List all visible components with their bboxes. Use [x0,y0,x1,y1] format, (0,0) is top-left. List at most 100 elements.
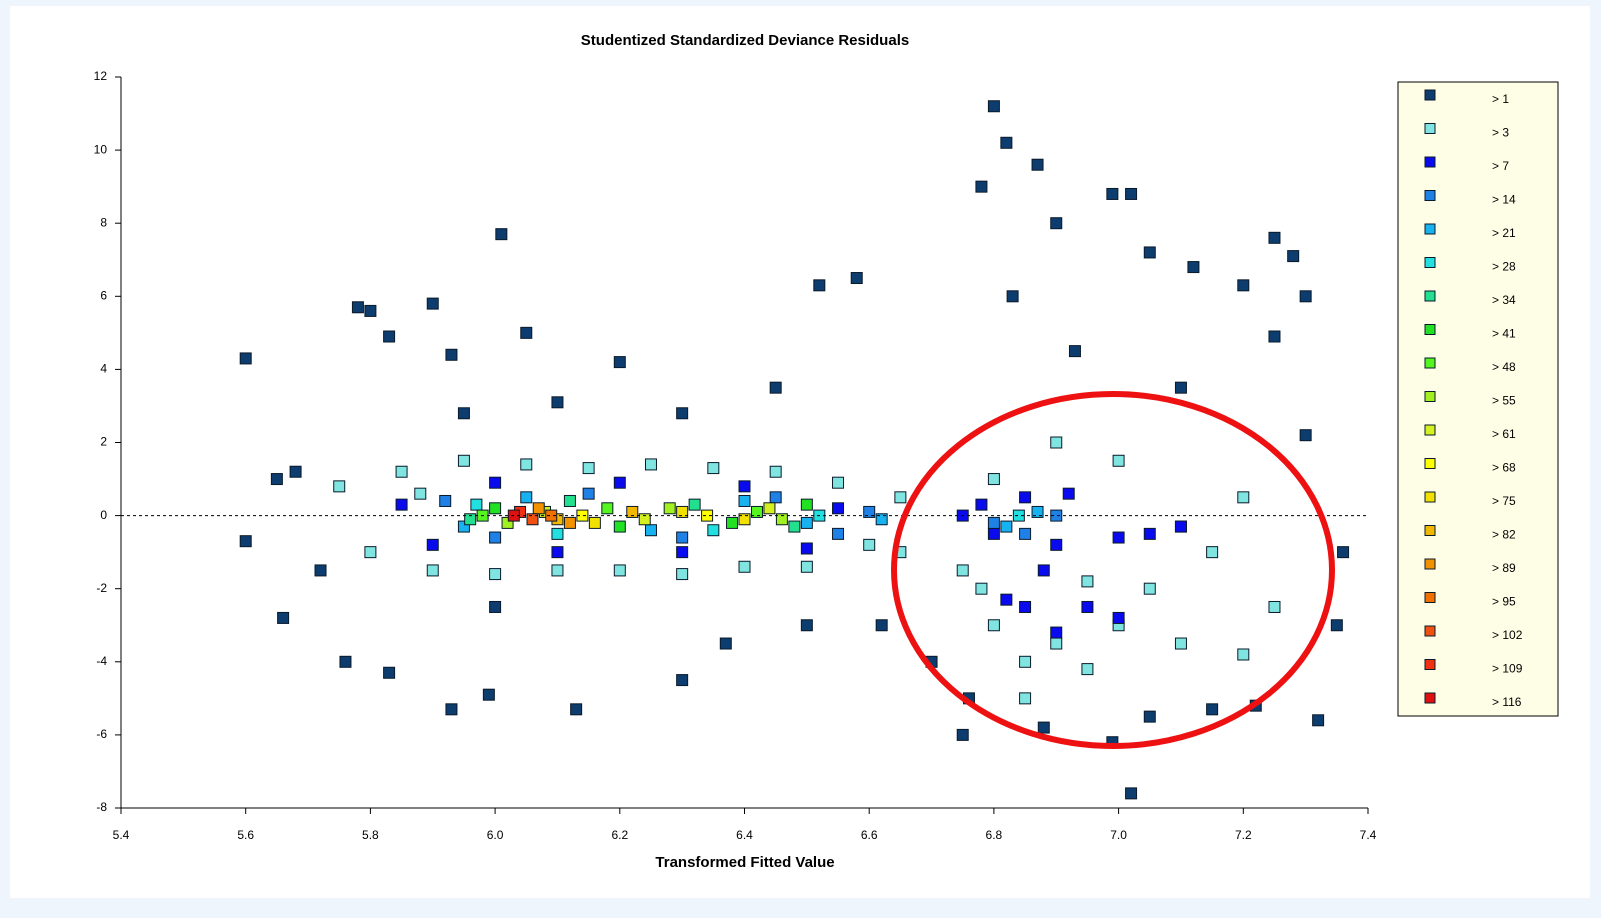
point [863,538,876,551]
point [339,655,352,668]
point [1337,546,1350,559]
point [1287,250,1300,263]
point [1050,217,1063,230]
legend-swatch [1424,324,1436,335]
point [1268,330,1281,343]
point [875,619,888,632]
point [763,502,776,515]
point [489,502,502,515]
legend-label: > 1 [1492,92,1509,106]
x-tick-label: 6.0 [487,828,504,842]
point [707,524,720,537]
legend-swatch [1424,123,1436,134]
point [1106,187,1119,200]
point [832,476,845,489]
point [395,498,408,511]
point [1187,261,1200,274]
point [1174,637,1187,650]
legend-swatch [1424,491,1436,503]
legend-swatch [1424,391,1436,402]
point [1174,381,1187,394]
point [1237,279,1250,292]
point [520,491,533,504]
legend-label: > 109 [1492,662,1523,676]
point [1143,246,1156,259]
point [333,480,346,493]
point [489,476,502,489]
point [1268,600,1281,613]
point [707,462,720,475]
point [364,546,377,559]
legend-label: > 116 [1492,695,1522,709]
point [832,502,845,515]
point [482,688,495,701]
point [426,297,439,310]
point [1125,787,1138,800]
point [351,301,364,314]
point [1143,527,1156,540]
point [551,546,564,559]
point [1112,531,1125,544]
point [1299,290,1312,303]
point [445,703,458,716]
point [1081,575,1094,588]
legend-swatch [1424,558,1436,570]
y-tick-label: 10 [94,142,108,156]
legend-label: > 34 [1492,293,1516,307]
point [813,279,826,292]
legend-label: > 48 [1492,360,1516,374]
point [1237,648,1250,661]
legend-swatch [1424,156,1436,168]
point [1174,520,1187,533]
point [626,505,639,518]
y-tick-label: -4 [96,654,107,668]
point [1000,136,1013,149]
y-tick-label: -6 [96,727,107,741]
legend-swatch [1424,424,1436,436]
point [563,516,576,529]
point [457,407,470,420]
point [1237,491,1250,504]
point [1206,546,1219,559]
legend-label: > 102 [1492,628,1523,642]
chart-panel [10,6,1590,898]
point [726,516,739,529]
point [1012,509,1025,522]
x-tick-label: 6.2 [611,828,628,842]
point [644,458,657,471]
point [1031,505,1044,518]
legend-label: > 82 [1492,528,1516,542]
legend-label: > 7 [1492,159,1509,173]
point [1037,721,1050,734]
point [701,509,714,522]
point [576,509,589,522]
point [551,396,564,409]
point [775,513,788,526]
legend-label: > 21 [1492,226,1516,240]
point [638,513,651,526]
legend-swatch [1424,625,1436,637]
point [688,498,701,511]
point [644,524,657,537]
point [738,513,751,526]
point [987,473,1000,486]
point [532,502,545,515]
point [800,542,813,555]
legend-label: > 89 [1492,561,1516,575]
point [975,498,988,511]
point [1312,714,1325,727]
point [987,619,1000,632]
legend-label: > 3 [1492,126,1509,140]
point [1143,582,1156,595]
point [464,513,477,526]
point [270,473,283,486]
point [769,491,782,504]
point [1206,703,1219,716]
point [1081,663,1094,676]
point [551,564,564,577]
point [1081,600,1094,613]
point [676,505,689,518]
point [1050,436,1063,449]
point [613,520,626,533]
